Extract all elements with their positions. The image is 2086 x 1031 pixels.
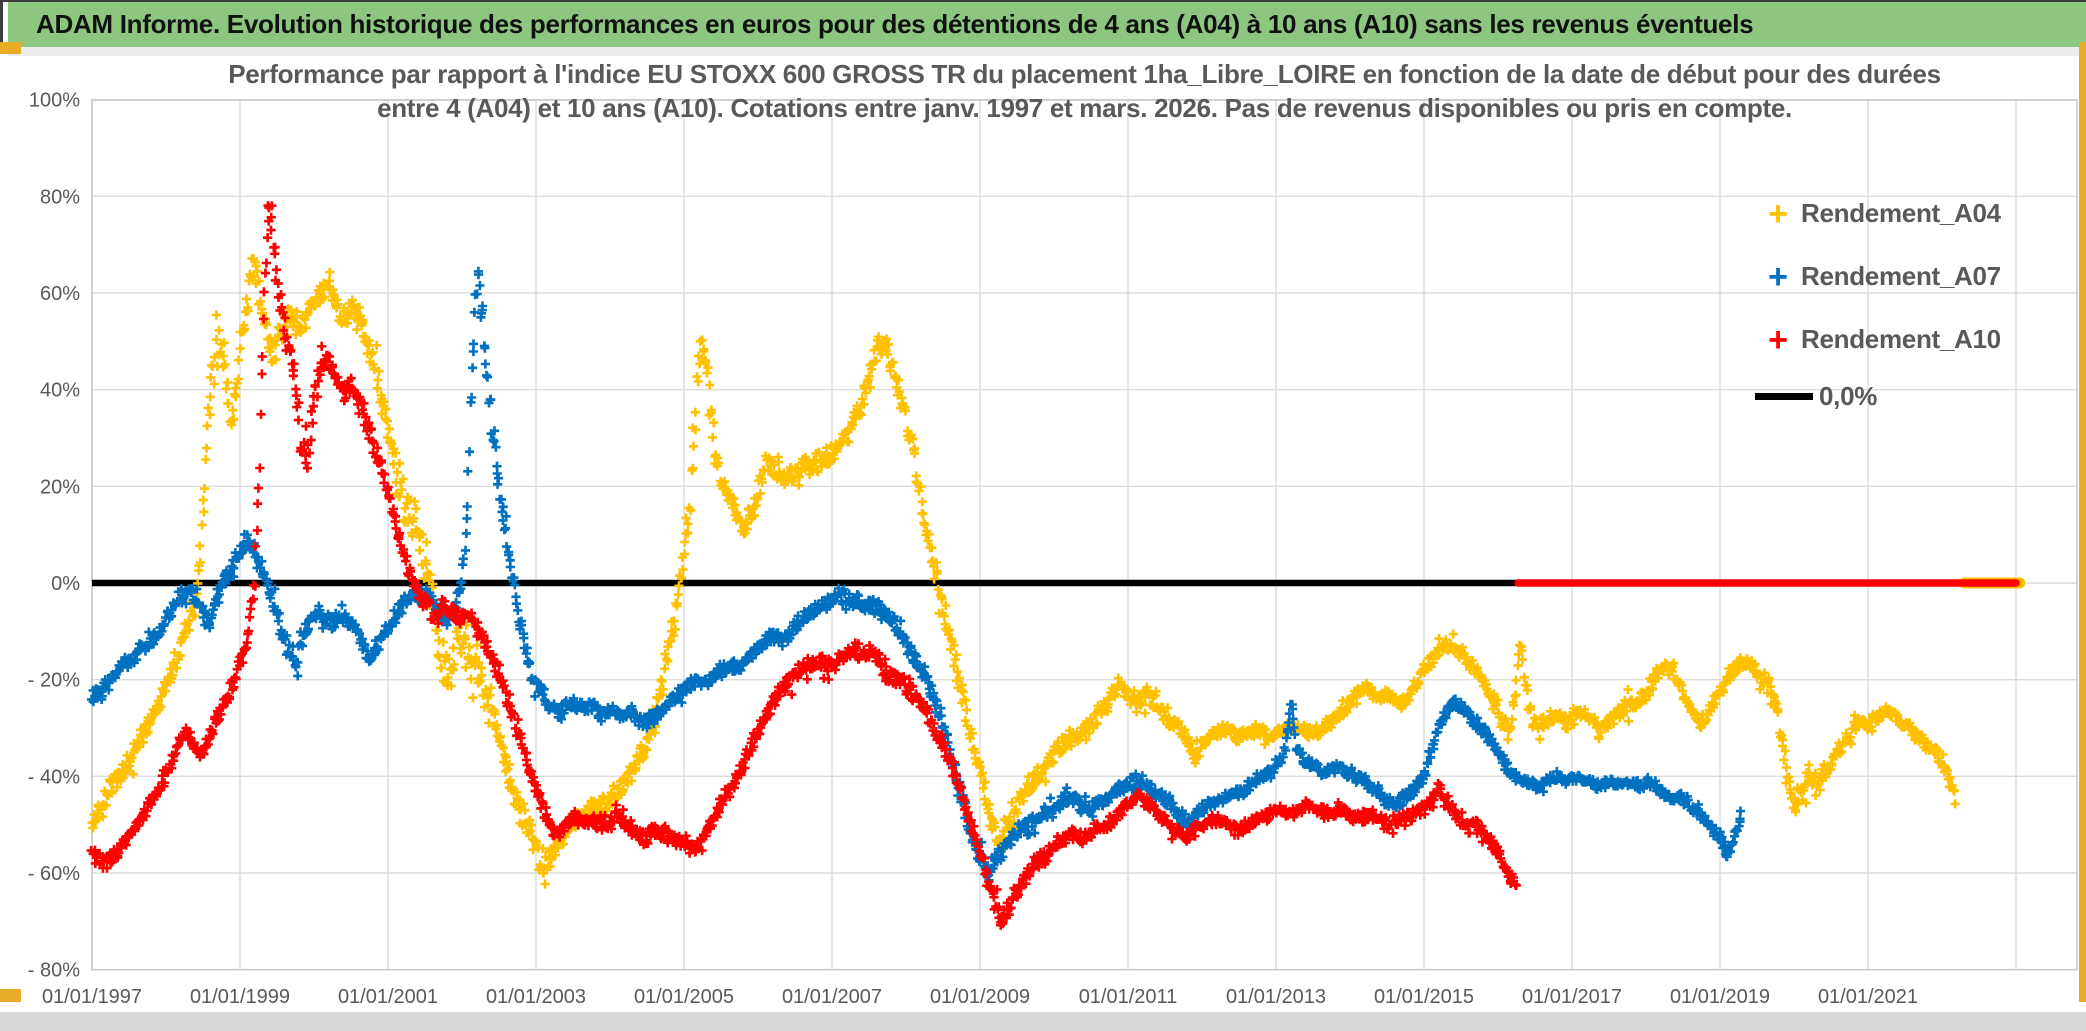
y-tick-label: 60% <box>40 283 80 305</box>
chart-title-line2: entre 4 (A04) et 10 ans (A10). Cotations… <box>377 93 1792 123</box>
x-tick-label: 01/01/2013 <box>1226 986 1326 1008</box>
x-tick-label: 01/01/1997 <box>42 986 142 1008</box>
chart-legend: + Rendement_A04 + Rendement_A07 + Rendem… <box>1755 182 2001 421</box>
x-tick-label: 01/01/2003 <box>486 986 586 1008</box>
report-title-banner: ADAM Informe. Evolution historique des p… <box>8 2 2086 47</box>
legend-label: 0,0% <box>1819 380 1878 411</box>
sheet-accent-right-strip <box>2079 42 2086 1002</box>
axis-tick-labels: 100% 80% 60% 40% 20% 0% - 20% - 40% - 60% - 80% 01… <box>28 90 1918 1008</box>
banner-bottom-strip <box>8 47 2086 56</box>
y-tick-label: 80% <box>40 186 80 208</box>
x-tick-label: 01/01/2021 <box>1818 986 1918 1008</box>
y-tick-label: - 20% <box>28 670 80 692</box>
legend-item-rendement-a07[interactable]: + Rendement_A07 <box>1755 245 2001 308</box>
legend-label: Rendement_A04 <box>1801 198 2001 228</box>
window-top-edge <box>0 0 2086 2</box>
x-tick-label: 01/01/1999 <box>190 986 290 1008</box>
plus-marker-icon: + <box>1768 257 1788 296</box>
zero-line-swatch <box>1755 392 1813 400</box>
x-tick-label: 01/01/2019 <box>1670 986 1770 1008</box>
x-tick-label: 01/01/2017 <box>1522 986 1622 1008</box>
report-title: ADAM Informe. Evolution historique des p… <box>36 9 1754 39</box>
y-tick-label: - 40% <box>28 766 80 788</box>
sheet-accent-bottom-left <box>0 989 21 1002</box>
series-rendement-a04 <box>87 253 1960 889</box>
x-tick-label: 01/01/2007 <box>782 986 882 1008</box>
plus-marker-icon: + <box>1768 194 1788 233</box>
legend-item-rendement-a10[interactable]: + Rendement_A10 <box>1755 308 2001 371</box>
plus-marker-icon: + <box>1768 320 1788 359</box>
legend-label: Rendement_A07 <box>1801 261 2001 291</box>
legend-label: Rendement_A10 <box>1801 324 2001 354</box>
x-tick-label: 01/01/2015 <box>1374 986 1474 1008</box>
legend-item-rendement-a04[interactable]: + Rendement_A04 <box>1755 182 2001 245</box>
y-tick-label: 100% <box>29 90 80 112</box>
x-tick-label: 01/01/2009 <box>930 986 1030 1008</box>
series-rendement-a10 <box>86 201 1521 930</box>
y-tick-label: 40% <box>40 380 80 402</box>
chart-title-line1: Performance par rapport à l'indice EU ST… <box>228 59 1941 89</box>
x-tick-label: 01/01/2005 <box>634 986 734 1008</box>
y-tick-label: 0% <box>51 573 80 595</box>
series-rendement-a07 <box>86 266 1746 885</box>
y-tick-label: - 80% <box>28 960 80 982</box>
window-left-edge <box>0 0 3 46</box>
bottom-scrollbar-track <box>0 1012 2086 1031</box>
legend-item-zero-line[interactable]: 0,0% <box>1755 371 2001 421</box>
x-tick-label: 01/01/2011 <box>1079 986 1178 1008</box>
y-tick-label: 20% <box>40 476 80 498</box>
y-tick-label: - 60% <box>28 863 80 885</box>
x-tick-label: 01/01/2001 <box>338 986 438 1008</box>
chart-title: Performance par rapport à l'indice EU ST… <box>92 57 2077 125</box>
sheet-accent-top-left <box>0 42 21 54</box>
